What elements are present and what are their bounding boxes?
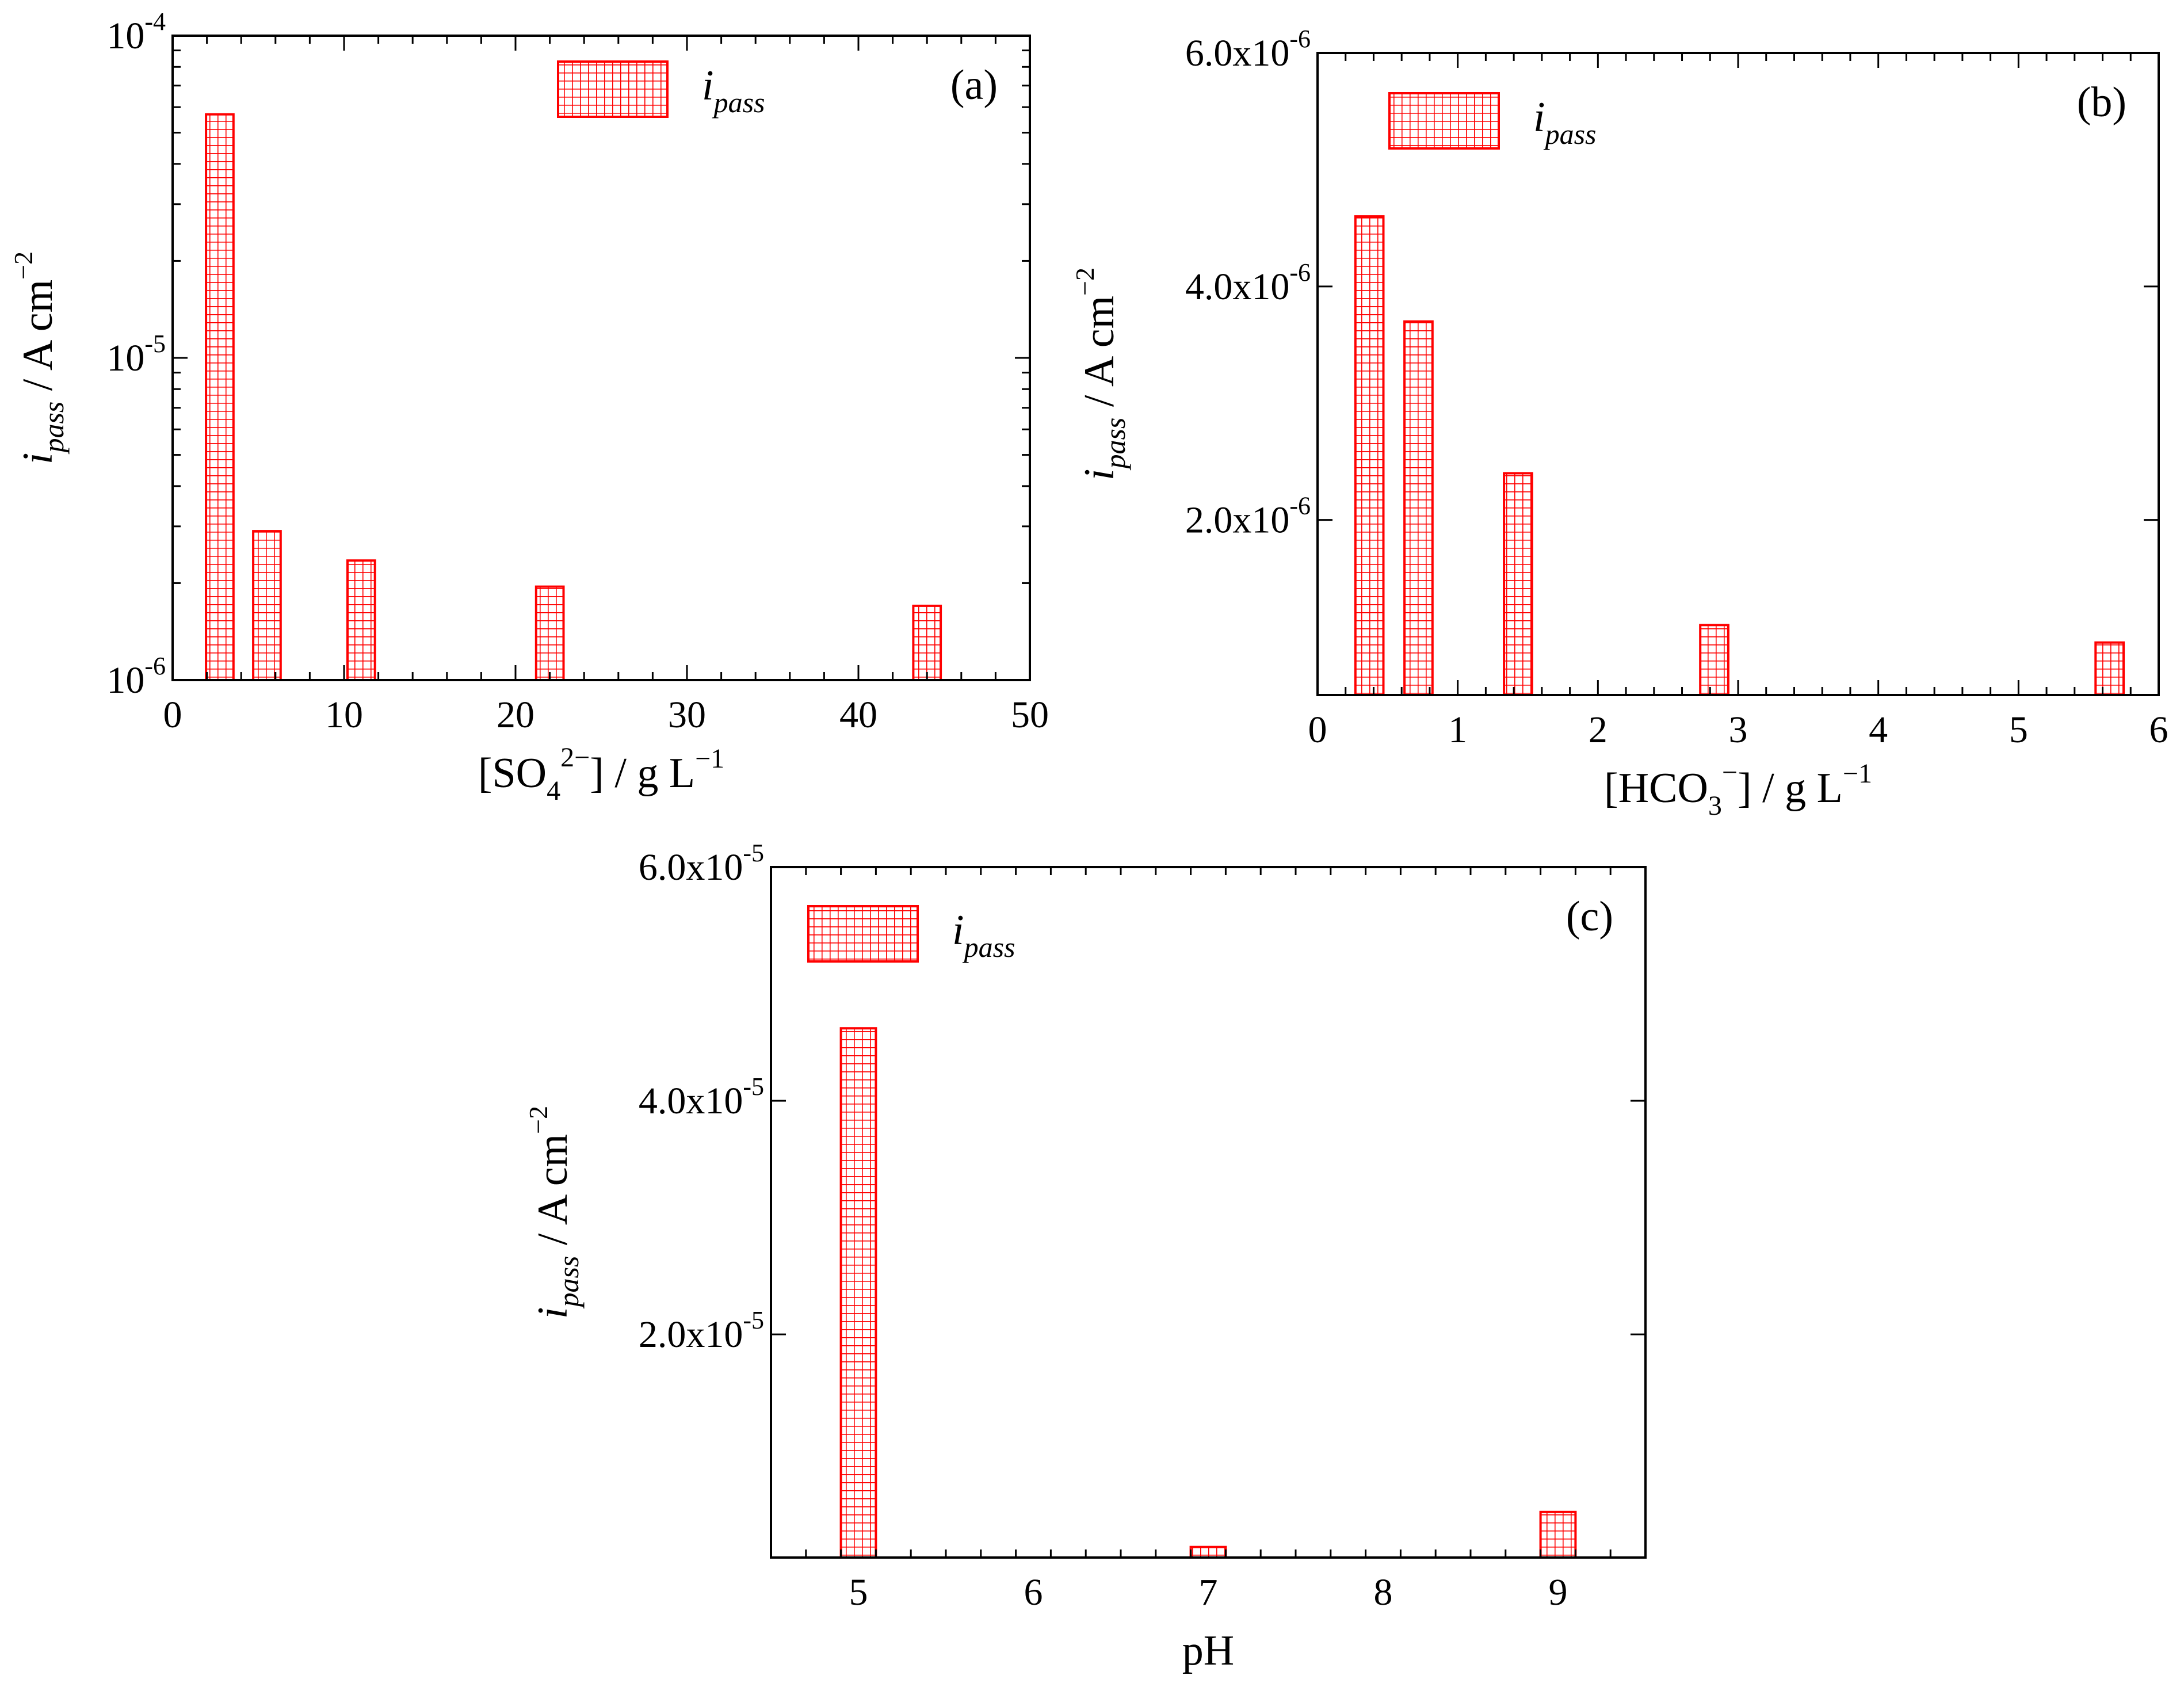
- legend-label-a: ipass: [702, 62, 765, 119]
- panel-label-b: (b): [2077, 79, 2126, 126]
- y-tick-label-c: 4.0x10-5: [639, 1072, 764, 1122]
- y-axis-title-a: ipass / A cm−2: [9, 251, 70, 464]
- x-tick-label-c: 5: [849, 1571, 868, 1613]
- x-tick-label-a: 30: [668, 694, 706, 736]
- x-tick-label-b: 3: [1729, 709, 1748, 751]
- y-tick-label-a: 10-6: [106, 652, 166, 701]
- y-tick-label-a: 10-4: [106, 7, 166, 57]
- legend-swatch-a: [557, 60, 669, 118]
- bar-b-0: [1354, 215, 1385, 697]
- bar-a-4: [912, 604, 942, 682]
- panel-label-c: (c): [1566, 893, 1613, 940]
- x-tick-label-b: 6: [2149, 709, 2168, 751]
- bar-c-1: [1189, 1545, 1227, 1559]
- x-tick-label-c: 9: [1549, 1571, 1568, 1613]
- y-tick-label-a: 10-5: [106, 330, 166, 379]
- chart-panel-b: 0 1 2 3 4 5 6 2.0x10-6 4.0x10-6 6.0x10-6 ipass / A…: [1070, 25, 2168, 821]
- legend-label-b: ipass: [1533, 94, 1596, 150]
- x-tick-label-b: 2: [1589, 709, 1608, 751]
- bar-b-1: [1403, 320, 1434, 696]
- y-axis-title-b: ipass / A cm−2: [1070, 268, 1131, 480]
- panel-label-a: (a): [950, 62, 998, 109]
- x-axis-title-a: [SO42−] / g L−1: [478, 742, 724, 806]
- bar-a-3: [534, 585, 565, 681]
- bar-b-2: [1503, 472, 1533, 696]
- legend-swatch-b: [1388, 92, 1500, 150]
- y-tick-label-b: 4.0x10-6: [1185, 258, 1311, 308]
- x-tick-label-a: 50: [1011, 694, 1049, 736]
- y-tick-label-b: 6.0x10-6: [1185, 25, 1311, 74]
- x-tick-label-b: 4: [1869, 709, 1888, 751]
- chart-panel-c: 5 6 7 8 9 2.0x10-5 4.0x10-5 6.0x10-5 ipass / A c…: [524, 839, 1647, 1674]
- y-axis-title-c: ipass / A cm−2: [524, 1106, 585, 1319]
- bar-b-3: [1699, 624, 1729, 697]
- x-tick-label-a: 0: [163, 694, 182, 736]
- bar-a-0: [205, 113, 235, 681]
- y-tick-label-b: 2.0x10-6: [1185, 492, 1311, 541]
- x-tick-label-c: 6: [1024, 1571, 1043, 1613]
- plot-frame-a: [171, 35, 1031, 681]
- bar-c-0: [839, 1027, 877, 1559]
- x-tick-label-a: 20: [497, 694, 534, 736]
- x-tick-label-b: 1: [1448, 709, 1467, 751]
- bar-a-2: [346, 559, 376, 682]
- x-tick-label-c: 8: [1374, 1571, 1393, 1613]
- bar-c-2: [1539, 1510, 1577, 1559]
- x-tick-label-a: 10: [325, 694, 363, 736]
- x-axis-title-b: [HCO3−] / g L−1: [1604, 757, 1872, 821]
- plot-frame-c: [770, 866, 1647, 1559]
- x-tick-label-a: 40: [839, 694, 877, 736]
- x-tick-label-b: 0: [1308, 709, 1327, 751]
- x-tick-label-c: 7: [1199, 1571, 1218, 1613]
- x-tick-label-b: 5: [2009, 709, 2028, 751]
- x-axis-title-c: pH: [1182, 1627, 1234, 1674]
- legend-label-c: ipass: [952, 907, 1015, 963]
- bar-b-4: [2094, 641, 2125, 696]
- legend-swatch-c: [807, 905, 919, 963]
- y-tick-label-c: 6.0x10-5: [639, 839, 764, 888]
- chart-panel-a: 0 10 20 30 40 50 10-4 10-5 10-6 ipass / A cm−2 [SO…: [9, 7, 1049, 806]
- y-tick-label-c: 2.0x10-5: [639, 1306, 764, 1356]
- bar-a-1: [252, 530, 282, 681]
